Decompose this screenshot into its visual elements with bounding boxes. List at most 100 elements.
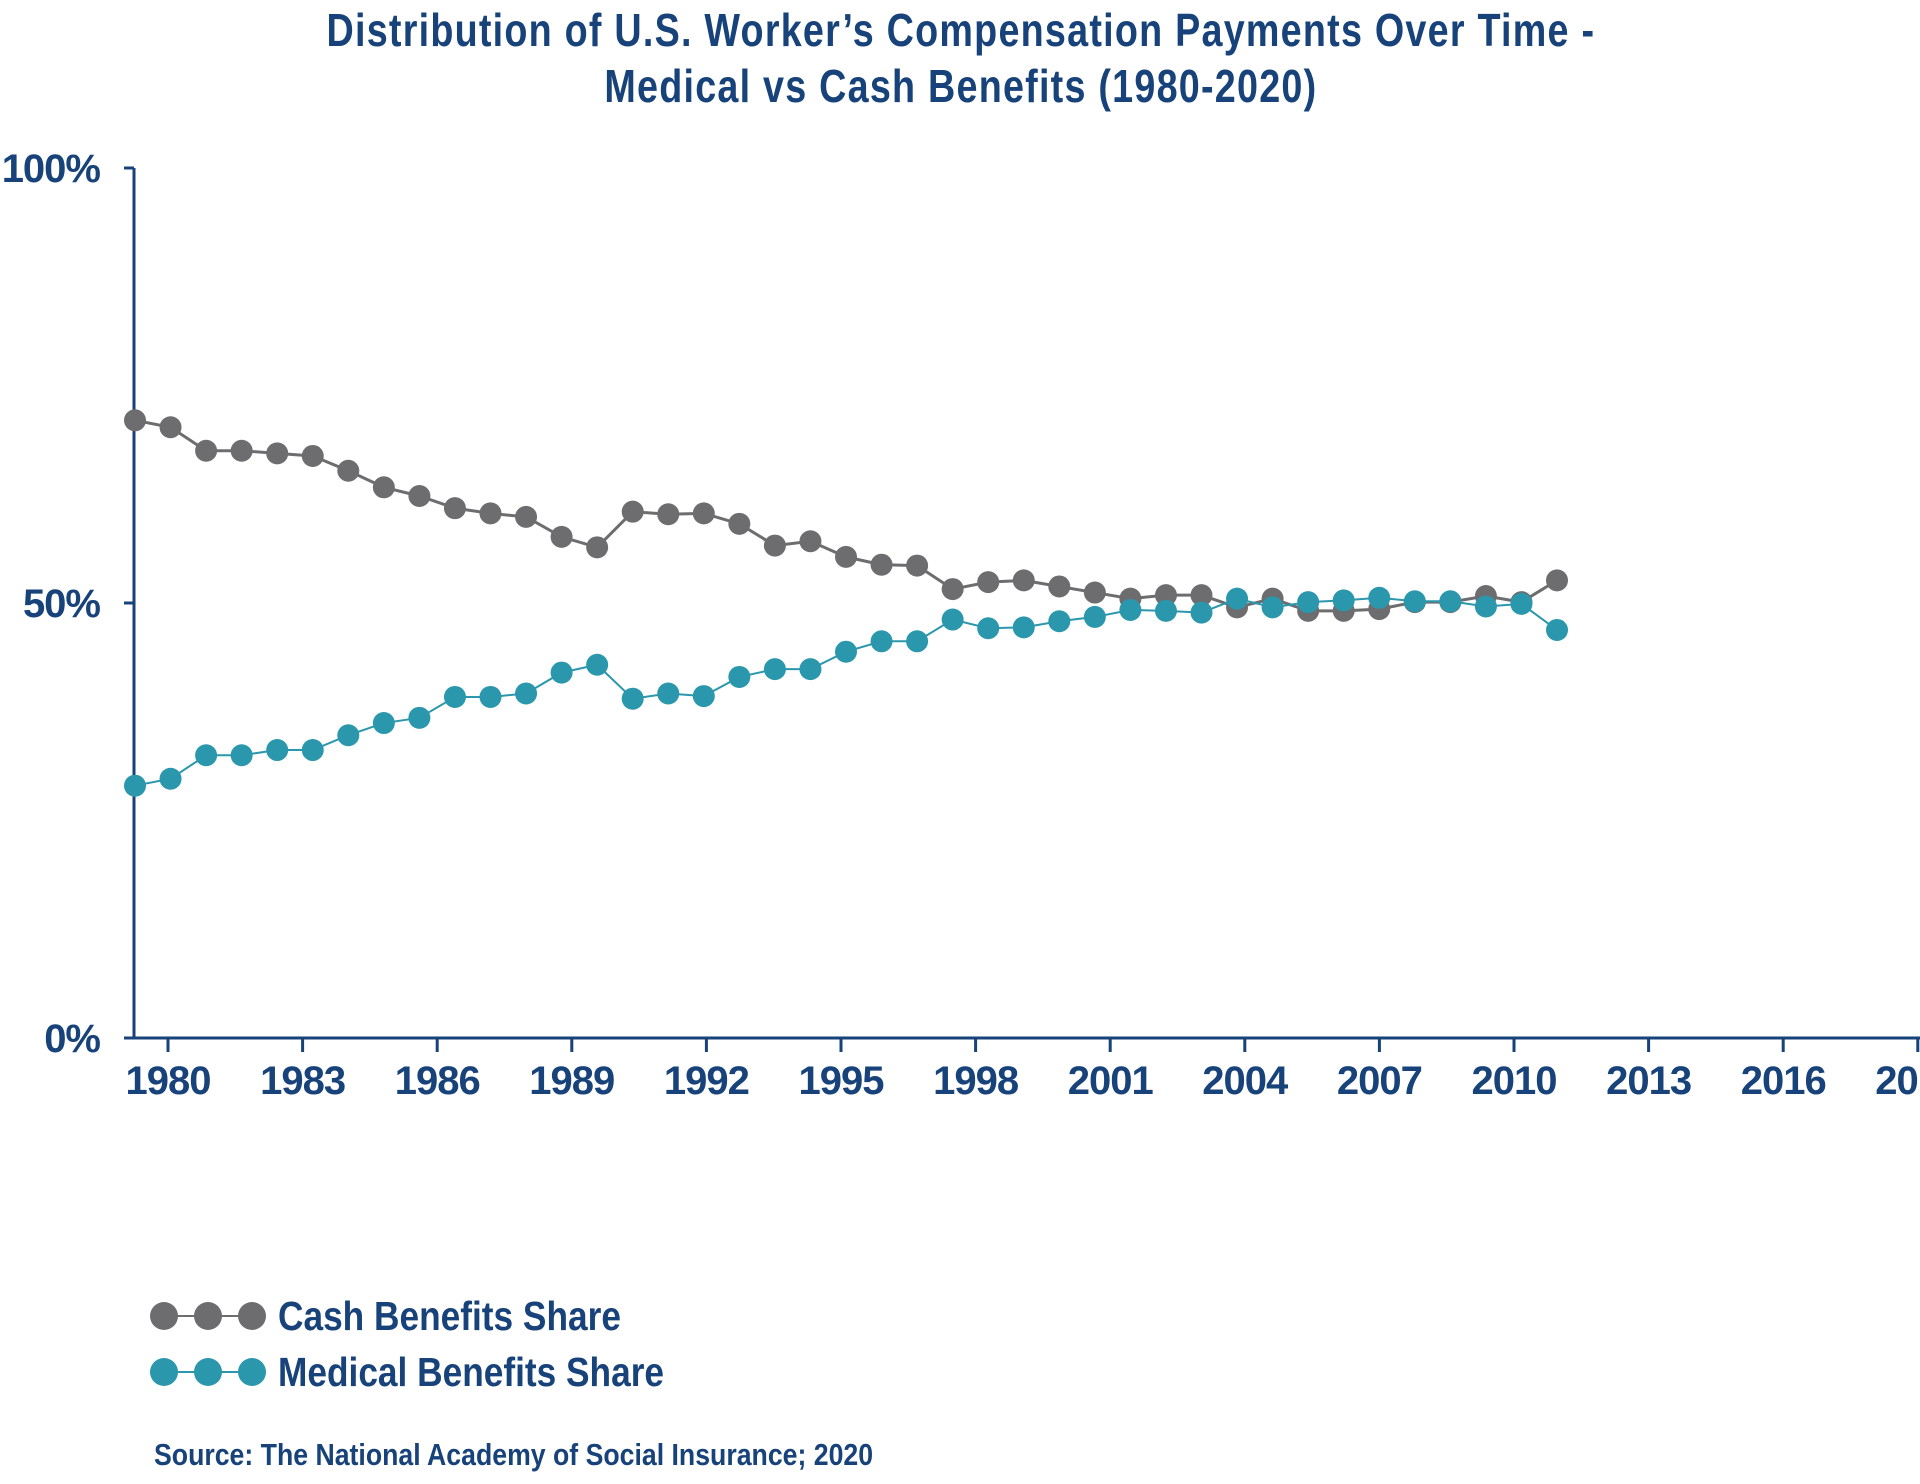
medical-point-2001 xyxy=(870,630,893,653)
medical-point-2008 xyxy=(1119,598,1142,621)
cash-point-2001 xyxy=(870,553,893,576)
medical-point-1997 xyxy=(728,665,751,688)
medical-point-2013 xyxy=(1297,591,1320,614)
x-tick-label: 1983 xyxy=(260,1059,345,1103)
cash-point-2009 xyxy=(1154,584,1177,607)
medical-point-1983 xyxy=(230,744,253,767)
medical-point-1989 xyxy=(443,685,466,708)
x-tick-label: 2013 xyxy=(1606,1059,1691,1103)
medical-point-1984 xyxy=(266,739,289,762)
cash-point-1987 xyxy=(372,476,395,499)
cash-point-1996 xyxy=(692,502,715,525)
medical-point-1981 xyxy=(159,767,182,790)
medical-series-line xyxy=(134,596,1558,787)
cash-point-2010 xyxy=(1190,584,1213,607)
medical-point-2007 xyxy=(1083,605,1106,628)
medical-point-2000 xyxy=(835,640,857,663)
medical-point-2003 xyxy=(941,608,964,631)
cash-point-1991 xyxy=(515,505,538,528)
medical-point-1993 xyxy=(586,653,609,676)
x-tick-label: 1989 xyxy=(529,1059,614,1103)
cash-point-2020 xyxy=(1546,569,1568,592)
x-tick-label: 1986 xyxy=(395,1059,480,1103)
medical-point-1992 xyxy=(550,661,573,684)
medical-point-1980 xyxy=(124,774,146,797)
medical-point-1994 xyxy=(621,687,644,710)
x-tick-label: 2016 xyxy=(1741,1059,1826,1103)
chart-title: Distribution of U.S. Worker’s Compensati… xyxy=(174,2,1748,114)
y-tick-label: 50% xyxy=(23,582,100,626)
source-note: Source: The National Academy of Social I… xyxy=(154,1437,874,1472)
medical-point-1999 xyxy=(799,658,822,681)
medical-point-1988 xyxy=(408,706,431,729)
medical-point-1995 xyxy=(657,682,680,705)
cash-point-2005 xyxy=(1012,569,1035,592)
medical-point-2009 xyxy=(1154,599,1177,622)
medical-point-2014 xyxy=(1332,589,1355,612)
legend-label-medical: Medical Benefits Share xyxy=(278,1349,665,1395)
legend-label-cash: Cash Benefits Share xyxy=(278,1293,621,1339)
legend-marker-medical xyxy=(150,1358,266,1386)
medical-point-1986 xyxy=(337,724,360,747)
medical-point-1982 xyxy=(195,744,218,767)
medical-point-2018 xyxy=(1474,595,1497,618)
medical-point-2016 xyxy=(1403,590,1426,613)
x-tick-label: 2004 xyxy=(1202,1059,1289,1103)
cash-point-1997 xyxy=(728,512,751,535)
medical-point-2010 xyxy=(1190,601,1213,624)
medical-point-1987 xyxy=(372,712,395,735)
cash-series-line xyxy=(134,418,1558,613)
cash-point-1985 xyxy=(301,444,324,467)
cash-point-1990 xyxy=(479,502,502,525)
cash-point-1982 xyxy=(195,439,218,462)
chart-title-line-2: Medical vs Cash Benefits (1980-2020) xyxy=(604,60,1318,112)
cash-point-2007 xyxy=(1083,581,1106,604)
medical-point-1996 xyxy=(692,685,715,708)
cash-point-1986 xyxy=(337,459,360,482)
medical-point-1991 xyxy=(515,682,538,705)
x-tick-label: 1980 xyxy=(126,1059,211,1103)
medical-point-2012 xyxy=(1261,596,1284,619)
medical-point-2006 xyxy=(1048,610,1071,633)
medical-point-1990 xyxy=(479,685,502,708)
x-tick-label: 2001 xyxy=(1068,1059,1154,1103)
medical-point-2020 xyxy=(1546,618,1568,641)
cash-point-1998 xyxy=(763,534,786,557)
cash-point-1993 xyxy=(586,536,609,559)
medical-point-2005 xyxy=(1012,616,1035,639)
y-tick-label: 100% xyxy=(2,147,101,191)
cash-point-2000 xyxy=(835,545,857,568)
x-tick-label: 2010 xyxy=(1472,1059,1557,1103)
medical-point-2011 xyxy=(1226,587,1249,610)
cash-point-1988 xyxy=(408,484,431,507)
cash-point-1980 xyxy=(124,409,146,432)
medical-point-1985 xyxy=(301,739,324,762)
cash-point-2004 xyxy=(977,571,1000,594)
x-tick-label: 1998 xyxy=(933,1059,1019,1103)
x-tick-label: 1995 xyxy=(799,1059,885,1103)
cash-point-1999 xyxy=(799,530,822,553)
medical-point-2015 xyxy=(1368,586,1391,609)
cash-point-2006 xyxy=(1048,575,1071,598)
cash-point-1989 xyxy=(443,497,466,520)
x-tick-label: 1992 xyxy=(664,1059,749,1103)
chart-title-line-1: Distribution of U.S. Worker’s Compensati… xyxy=(326,4,1596,56)
cash-point-2002 xyxy=(906,554,929,577)
cash-point-1981 xyxy=(159,416,182,439)
medical-point-2019 xyxy=(1510,592,1533,615)
x-tick-label: 2007 xyxy=(1337,1059,1422,1103)
cash-point-1992 xyxy=(550,525,573,548)
legend-marker-cash xyxy=(150,1302,266,1330)
cash-point-1984 xyxy=(266,442,289,465)
medical-point-2002 xyxy=(906,630,929,653)
medical-point-2004 xyxy=(977,617,1000,640)
medical-point-2017 xyxy=(1439,590,1462,613)
y-tick-label: 0% xyxy=(44,1017,100,1061)
cash-point-1994 xyxy=(621,500,644,523)
medical-point-1998 xyxy=(763,658,786,681)
cash-point-1995 xyxy=(657,503,680,526)
cash-point-1983 xyxy=(230,439,253,462)
cash-point-2003 xyxy=(941,578,964,601)
x-tick-label: 2019 xyxy=(1875,1059,1920,1103)
